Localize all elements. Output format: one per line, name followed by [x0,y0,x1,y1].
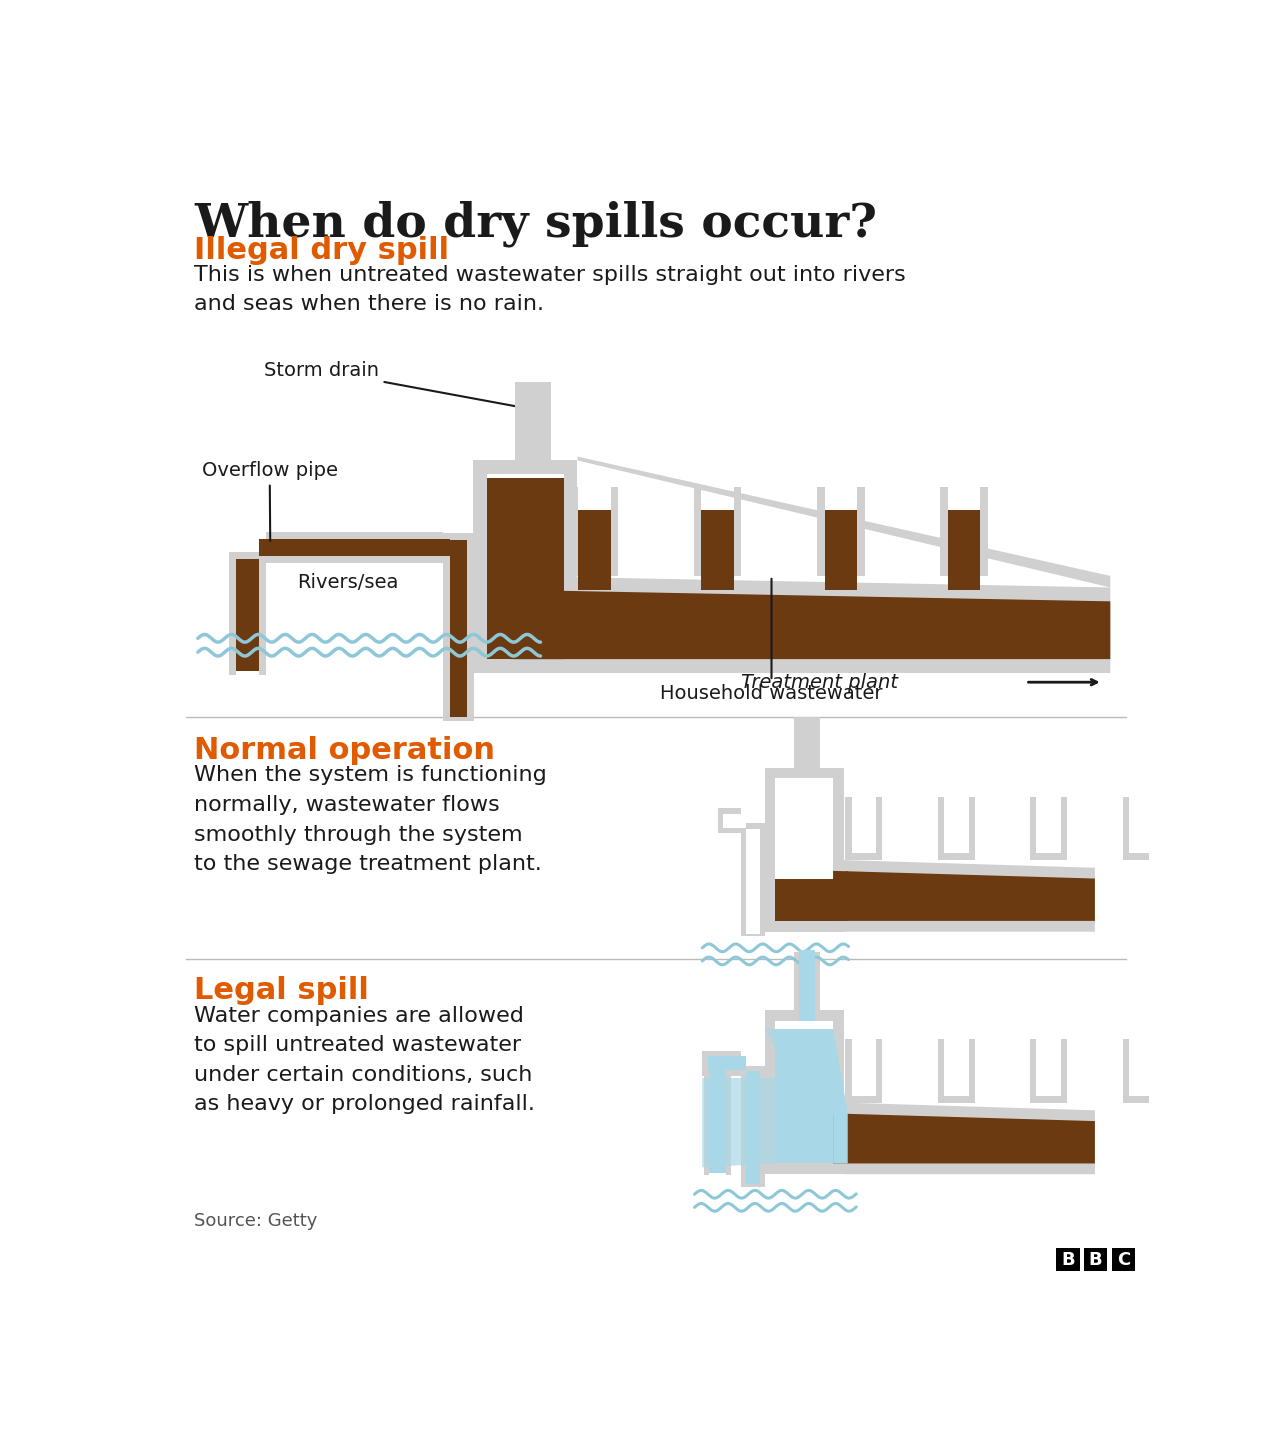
Polygon shape [708,1057,746,1070]
Polygon shape [266,532,443,563]
Polygon shape [472,461,577,673]
Polygon shape [845,798,882,860]
Text: When the system is functioning
normally, wastewater flows
smoothly through the s: When the system is functioning normally,… [195,766,547,874]
Polygon shape [1123,1040,1160,1102]
Polygon shape [718,809,741,834]
Polygon shape [486,478,563,660]
Polygon shape [794,716,820,767]
Polygon shape [940,487,988,576]
Polygon shape [237,560,260,671]
Polygon shape [794,951,820,1011]
Polygon shape [509,590,1110,660]
Polygon shape [486,474,563,660]
Polygon shape [764,1011,844,1174]
Polygon shape [703,1028,791,1177]
FancyBboxPatch shape [1112,1248,1135,1272]
Polygon shape [443,532,475,721]
Polygon shape [776,1028,833,1163]
Polygon shape [571,487,618,576]
Polygon shape [833,871,847,921]
Polygon shape [776,1021,833,1163]
Text: Household wastewater: Household wastewater [660,579,883,703]
Polygon shape [513,478,563,660]
Polygon shape [741,824,765,937]
Text: When do dry spills occur?: When do dry spills occur? [195,202,877,248]
Polygon shape [938,798,975,860]
Polygon shape [800,950,815,1021]
Polygon shape [824,510,858,590]
Polygon shape [776,879,833,921]
Polygon shape [833,871,1094,921]
Polygon shape [703,1051,741,1076]
Text: Legal spill: Legal spill [195,976,369,1005]
Polygon shape [509,576,1110,673]
Text: Normal operation: Normal operation [195,737,495,766]
Polygon shape [845,1040,882,1102]
Polygon shape [938,1040,975,1102]
Polygon shape [746,1072,760,1185]
Polygon shape [515,381,550,461]
Polygon shape [817,487,865,576]
FancyBboxPatch shape [1084,1248,1107,1272]
Polygon shape [451,539,467,716]
Polygon shape [694,487,741,576]
Text: Overflow pipe: Overflow pipe [202,461,338,541]
Polygon shape [723,813,746,828]
Polygon shape [833,1114,1094,1163]
Polygon shape [229,552,266,674]
Polygon shape [746,828,760,934]
Polygon shape [709,1057,726,1173]
Polygon shape [1123,798,1160,860]
Text: Water companies are allowed
to spill untreated wastewater
under certain conditio: Water companies are allowed to spill unt… [195,1006,535,1115]
Polygon shape [577,457,1110,587]
Polygon shape [260,539,451,555]
Polygon shape [1030,1040,1068,1102]
Text: Treatment plant: Treatment plant [741,673,897,692]
Polygon shape [704,1051,731,1174]
Text: Source: Getty: Source: Getty [195,1212,317,1231]
Polygon shape [844,1102,1094,1174]
Polygon shape [579,510,611,590]
Polygon shape [1030,798,1068,860]
Text: Illegal dry spill: Illegal dry spill [195,235,449,264]
Text: Storm drain: Storm drain [264,361,548,412]
Polygon shape [844,860,1094,932]
Polygon shape [947,510,980,590]
Text: C: C [1116,1251,1130,1269]
Polygon shape [833,1028,847,1163]
Text: B: B [1061,1251,1075,1269]
Text: This is when untreated wastewater spills straight out into rivers
and seas when : This is when untreated wastewater spills… [195,265,906,313]
Polygon shape [764,767,844,932]
Polygon shape [776,779,833,921]
Text: Rivers/sea: Rivers/sea [297,573,398,592]
Polygon shape [741,1066,765,1186]
FancyBboxPatch shape [1056,1248,1079,1272]
Text: B: B [1089,1251,1102,1269]
Polygon shape [701,510,733,590]
